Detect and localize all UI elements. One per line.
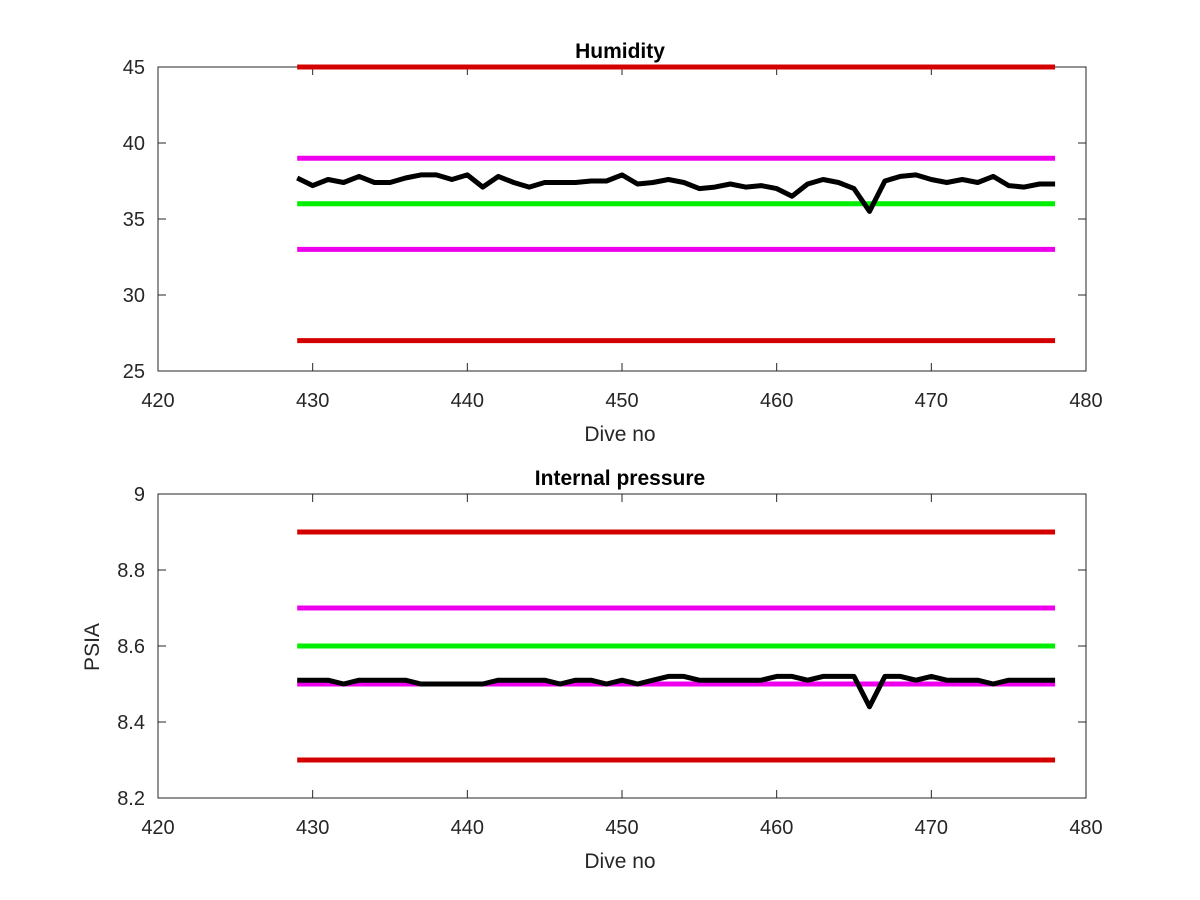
subplot-title: Internal pressure (535, 467, 705, 490)
x-tick-label: 480 (1069, 390, 1102, 412)
y-tick-label: 40 (123, 133, 145, 155)
x-tick-label: 430 (296, 817, 329, 839)
y-tick-label: 30 (123, 285, 145, 307)
x-tick-label: 460 (760, 817, 793, 839)
y-axis-label: PSIA (81, 623, 104, 671)
series-line (296, 172, 1056, 214)
y-tick-label: 35 (123, 209, 145, 231)
y-tick-label: 8.8 (117, 560, 145, 582)
humidity-subplot: Humidity Dive no 420 430 440 450 460 470 480 25… (123, 40, 1103, 446)
x-tick-label: 470 (915, 390, 948, 412)
x-tick-label: 450 (605, 390, 638, 412)
y-tick-label: 8.6 (117, 636, 145, 658)
internal-pressure-subplot: Internal pressure Dive no PSIA 420 430 440… (81, 467, 1103, 873)
y-tick-label: 8.2 (117, 788, 145, 810)
x-axis-label: Dive no (584, 850, 655, 873)
y-tick-label: 9 (134, 484, 145, 506)
x-tick-label: 420 (141, 817, 174, 839)
x-tick-label: 450 (605, 817, 638, 839)
x-axis-label: Dive no (584, 423, 655, 446)
y-tick-label: 45 (123, 57, 145, 79)
x-tick-label: 480 (1069, 817, 1102, 839)
series-line (297, 673, 1056, 710)
x-tick-label: 430 (296, 390, 329, 412)
x-tick-label: 420 (141, 390, 174, 412)
axes-box (157, 66, 1087, 372)
y-tick-label: 25 (123, 361, 145, 383)
subplot-title: Humidity (575, 40, 665, 63)
x-tick-label: 440 (451, 817, 484, 839)
x-tick-label: 440 (451, 390, 484, 412)
x-tick-label: 460 (760, 390, 793, 412)
y-tick-label: 8.4 (117, 712, 145, 734)
x-tick-label: 470 (915, 817, 948, 839)
